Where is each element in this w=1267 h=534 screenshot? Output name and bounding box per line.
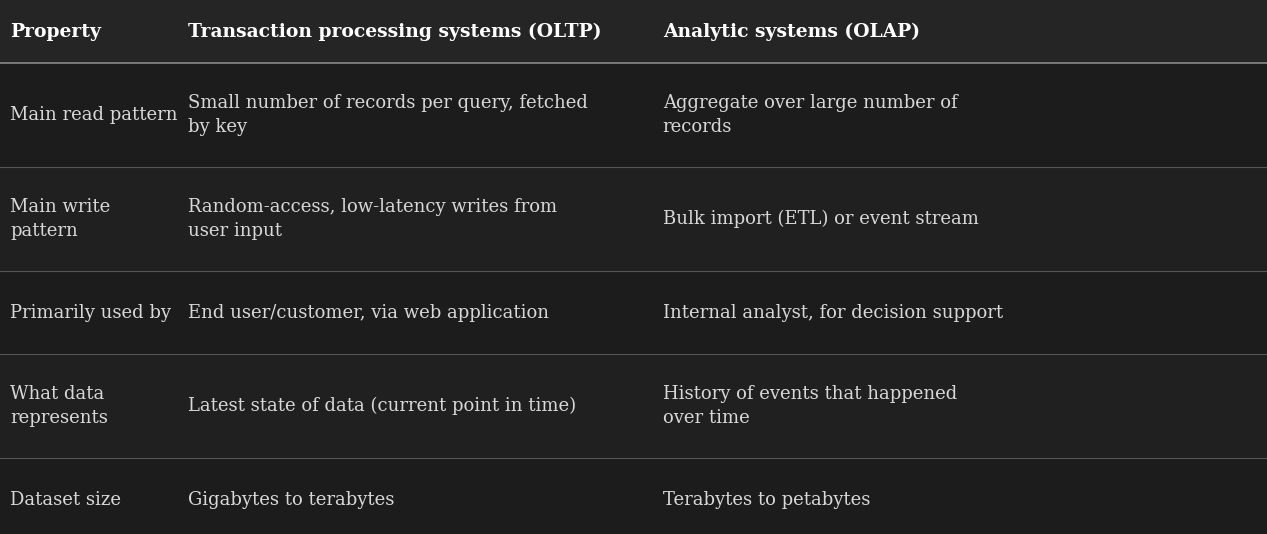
Bar [0,271,1267,354]
Text: Primarily used by: Primarily used by [10,304,171,321]
Text: Main read pattern: Main read pattern [10,106,177,124]
Text: Bulk import (ETL) or event stream: Bulk import (ETL) or event stream [663,210,978,229]
Text: Internal analyst, for decision support: Internal analyst, for decision support [663,304,1002,321]
Text: Aggregate over large number of
records: Aggregate over large number of records [663,95,958,136]
Text: Random-access, low-latency writes from
user input: Random-access, low-latency writes from u… [188,199,556,240]
Bar [0,0,1267,63]
Text: Analytic systems (OLAP): Analytic systems (OLAP) [663,22,920,41]
Text: Property: Property [10,22,101,41]
Text: Dataset size: Dataset size [10,491,122,508]
Bar [0,63,1267,167]
Text: Terabytes to petabytes: Terabytes to petabytes [663,491,870,508]
Text: What data
represents: What data represents [10,386,108,427]
Bar [0,167,1267,271]
Text: Gigabytes to terabytes: Gigabytes to terabytes [188,491,394,508]
Text: History of events that happened
over time: History of events that happened over tim… [663,386,957,427]
Text: Latest state of data (current point in time): Latest state of data (current point in t… [188,397,575,415]
Text: End user/customer, via web application: End user/customer, via web application [188,304,549,321]
Bar [0,458,1267,534]
Bar [0,354,1267,458]
Text: Small number of records per query, fetched
by key: Small number of records per query, fetch… [188,95,588,136]
Text: Main write
pattern: Main write pattern [10,199,110,240]
Text: Transaction processing systems (OLTP): Transaction processing systems (OLTP) [188,22,601,41]
